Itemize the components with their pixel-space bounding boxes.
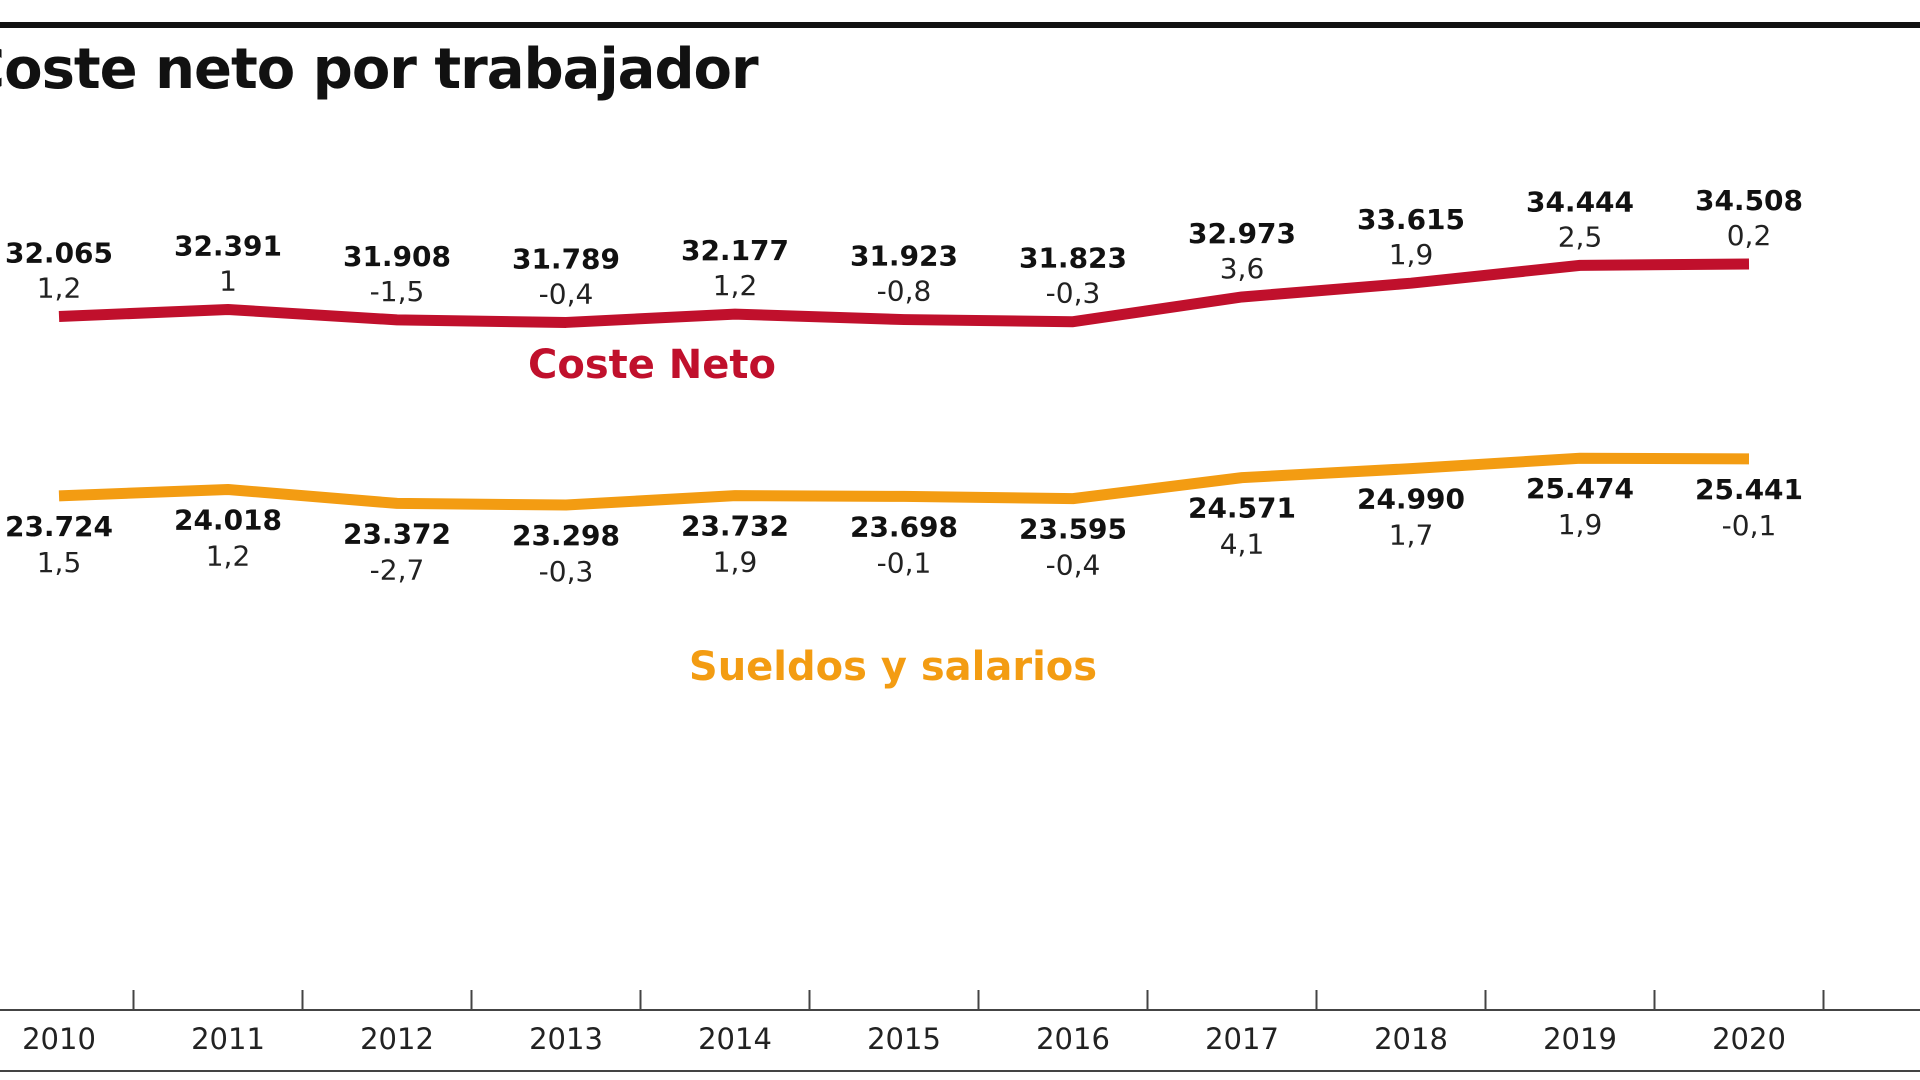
change-label: 1,5 bbox=[37, 546, 82, 579]
x-tick-label: 2010 bbox=[22, 1022, 96, 1056]
change-label: 2,5 bbox=[1558, 220, 1603, 253]
change-label: 1,9 bbox=[1389, 238, 1434, 271]
value-label: 34.508 bbox=[1695, 184, 1803, 217]
change-label: -0,4 bbox=[539, 277, 594, 310]
change-label: 1,7 bbox=[1389, 519, 1434, 552]
change-label: -2,7 bbox=[370, 553, 425, 586]
value-label: 33.615 bbox=[1357, 203, 1465, 236]
change-label: -0,3 bbox=[539, 555, 594, 588]
value-label: 23.698 bbox=[850, 510, 958, 543]
value-label: 31.923 bbox=[850, 240, 958, 273]
value-label: 31.823 bbox=[1019, 242, 1127, 275]
value-label: 32.391 bbox=[174, 230, 282, 263]
x-tick-label: 2018 bbox=[1374, 1022, 1448, 1056]
top-rule bbox=[0, 22, 1920, 28]
change-label: 1,2 bbox=[206, 540, 251, 573]
value-label: 23.372 bbox=[343, 517, 451, 550]
x-tick-label: 2012 bbox=[360, 1022, 434, 1056]
x-tick-label: 2015 bbox=[867, 1022, 941, 1056]
chart-title: Coste neto por trabajador bbox=[0, 37, 759, 102]
value-label: 23.724 bbox=[5, 510, 113, 543]
series-label: Sueldos y salarios bbox=[689, 644, 1097, 690]
change-label: -1,5 bbox=[370, 275, 425, 308]
value-label: 23.595 bbox=[1019, 513, 1127, 546]
value-label: 24.990 bbox=[1357, 483, 1465, 516]
x-tick-label: 2017 bbox=[1205, 1022, 1279, 1056]
series-line bbox=[58, 452, 1750, 511]
change-label: 4,1 bbox=[1220, 528, 1265, 561]
value-label: 31.908 bbox=[343, 240, 451, 273]
change-label: 1,9 bbox=[1558, 508, 1603, 541]
x-tick-label: 2016 bbox=[1036, 1022, 1110, 1056]
change-label: -0,1 bbox=[877, 546, 932, 579]
change-label: -0,8 bbox=[877, 275, 932, 308]
change-label: 1,2 bbox=[713, 269, 758, 302]
change-label: -0,3 bbox=[1046, 277, 1101, 310]
series-label: Coste Neto bbox=[528, 342, 776, 388]
x-tick-label: 2014 bbox=[698, 1022, 772, 1056]
change-label: -0,1 bbox=[1722, 509, 1777, 542]
value-label: 32.177 bbox=[681, 234, 789, 267]
value-label: 32.973 bbox=[1188, 217, 1296, 250]
x-tick-label: 2019 bbox=[1543, 1022, 1617, 1056]
change-label: 1,2 bbox=[37, 272, 82, 305]
value-label: 25.474 bbox=[1526, 472, 1634, 505]
value-label: 23.298 bbox=[512, 519, 620, 552]
change-label: -0,4 bbox=[1046, 549, 1101, 582]
value-label: 24.571 bbox=[1188, 492, 1296, 525]
change-label: 0,2 bbox=[1727, 219, 1772, 252]
change-label: 3,6 bbox=[1220, 252, 1265, 285]
x-tick-label: 2013 bbox=[529, 1022, 603, 1056]
change-label: 1,9 bbox=[713, 546, 758, 579]
series-line bbox=[58, 258, 1750, 328]
value-label: 31.789 bbox=[512, 242, 620, 275]
value-label: 25.441 bbox=[1695, 473, 1803, 506]
value-label: 32.065 bbox=[5, 237, 113, 270]
x-tick-label: 2011 bbox=[191, 1022, 265, 1056]
value-label: 34.444 bbox=[1526, 185, 1634, 218]
value-label: 23.732 bbox=[681, 510, 789, 543]
x-tick-label: 2020 bbox=[1712, 1022, 1786, 1056]
change-label: 1 bbox=[219, 265, 237, 298]
value-label: 24.018 bbox=[174, 504, 282, 537]
